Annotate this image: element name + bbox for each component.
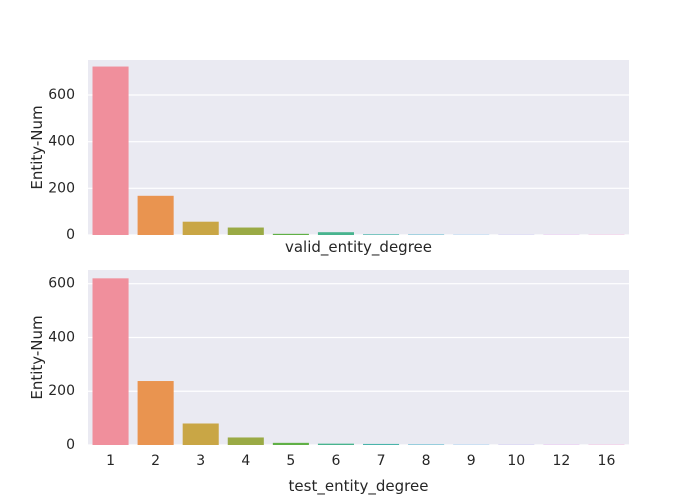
x-tick-label: 6 bbox=[331, 453, 340, 469]
bar-7 bbox=[363, 234, 400, 235]
y-tick-label: 600 bbox=[48, 87, 75, 103]
x-tick-label: 2 bbox=[151, 453, 160, 469]
x-tick-label: 4 bbox=[241, 453, 250, 469]
bar-6 bbox=[317, 232, 354, 235]
x-tick-label: 5 bbox=[286, 453, 295, 469]
bar-6 bbox=[317, 443, 354, 445]
y-tick-label: 200 bbox=[48, 383, 75, 399]
x-tick-label: 3 bbox=[196, 453, 205, 469]
x-tick-label: 12 bbox=[552, 453, 570, 469]
x-axis-label: valid_entity_degree bbox=[285, 238, 432, 257]
bar-5 bbox=[272, 442, 309, 445]
bar-1 bbox=[92, 278, 129, 445]
x-tick-label: 16 bbox=[598, 453, 616, 469]
plot-background bbox=[88, 60, 629, 235]
y-tick-label: 200 bbox=[48, 180, 75, 196]
x-axis-label: test_entity_degree bbox=[289, 477, 429, 496]
y-tick-label: 0 bbox=[66, 227, 75, 243]
y-tick-label: 400 bbox=[48, 134, 75, 150]
x-tick-label: 1 bbox=[106, 453, 115, 469]
bar-4 bbox=[227, 437, 264, 445]
plot-background bbox=[88, 270, 629, 445]
bar-4 bbox=[227, 227, 264, 235]
bar-3 bbox=[182, 221, 219, 235]
x-tick-label: 9 bbox=[467, 453, 476, 469]
y-tick-label: 400 bbox=[48, 329, 75, 345]
bar-7 bbox=[363, 443, 400, 445]
y-tick-label: 0 bbox=[66, 437, 75, 453]
bar-2 bbox=[137, 195, 174, 235]
bar-5 bbox=[272, 233, 309, 235]
bar-1 bbox=[92, 66, 129, 236]
x-tick-label: 8 bbox=[422, 453, 431, 469]
y-axis-label: Entity-Num bbox=[28, 315, 46, 399]
x-tick-label: 10 bbox=[507, 453, 525, 469]
y-tick-label: 600 bbox=[48, 276, 75, 292]
chart-panel-1: 0 200 400 600 valid_entity_degree Entity-Num bbox=[28, 60, 629, 257]
x-tick-label: 7 bbox=[377, 453, 386, 469]
bar-2 bbox=[137, 381, 174, 445]
y-axis-label: Entity-Num bbox=[28, 105, 46, 189]
bar-8 bbox=[408, 444, 445, 445]
bar-3 bbox=[182, 423, 219, 445]
